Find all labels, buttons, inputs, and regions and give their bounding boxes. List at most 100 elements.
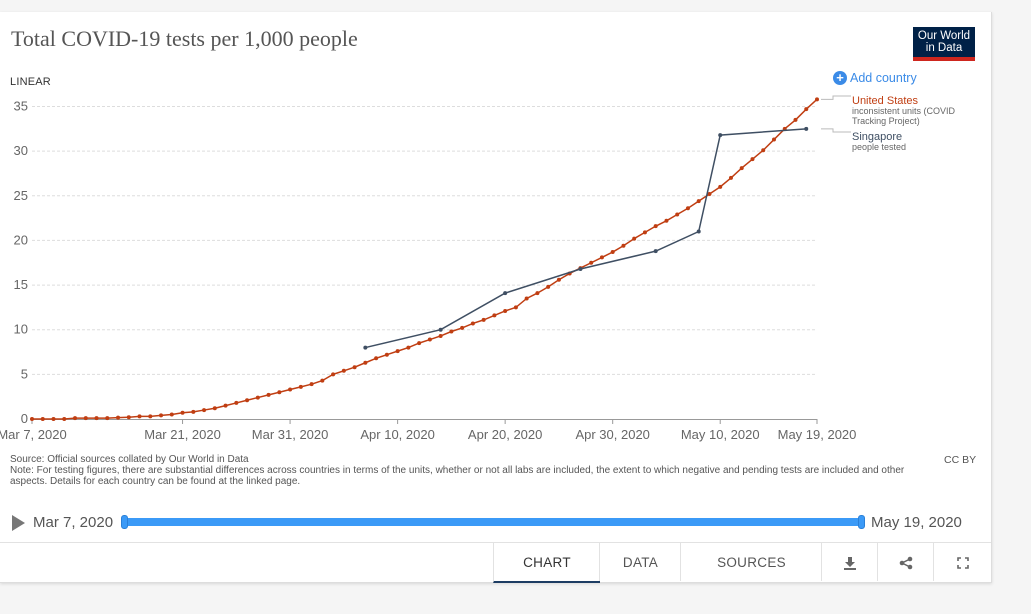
tab-data[interactable]: DATA [599, 543, 681, 581]
data-point [610, 250, 615, 255]
data-point [653, 249, 658, 254]
source-note: Source: Official sources collated by Our… [10, 454, 910, 487]
data-point [771, 137, 776, 142]
data-point [202, 408, 207, 413]
data-point [223, 403, 228, 408]
data-point [653, 224, 658, 229]
controls-bar: CHART DATA SOURCES [0, 542, 991, 583]
timeline-start-handle[interactable] [121, 515, 128, 529]
timeline-slider[interactable] [121, 515, 865, 529]
data-point [83, 416, 88, 421]
timeline-end-handle[interactable] [858, 515, 865, 529]
fullscreen-icon [956, 556, 969, 569]
data-point [255, 395, 260, 400]
data-point [492, 313, 497, 318]
y-tick-label: 35 [14, 99, 28, 114]
tab-chart[interactable]: CHART [493, 543, 600, 583]
data-point [374, 356, 379, 361]
add-country-label: Add country [850, 71, 917, 85]
data-point [331, 372, 336, 377]
data-point [481, 317, 486, 322]
data-point [277, 390, 282, 395]
data-point [460, 325, 465, 330]
data-point [696, 229, 701, 234]
y-tick-label: 20 [14, 232, 28, 247]
chart-area: 0 5 10 15 20 25 30 35 Mar 7, 2020 Mar 21, 2020 Mar… [0, 95, 956, 442]
logo-line-2: in Data [925, 42, 963, 54]
data-point [137, 414, 142, 419]
data-point [804, 107, 809, 112]
legend-note: Tracking Project) [852, 116, 920, 126]
data-point [804, 126, 809, 131]
y-tick-label: 5 [21, 366, 28, 381]
timeline-control: Mar 7, 2020 May 19, 2020 [0, 512, 991, 534]
x-tick-label: Mar 21, 2020 [144, 427, 221, 442]
data-point [642, 230, 647, 235]
data-point [363, 360, 368, 365]
data-point [352, 365, 357, 370]
legend-connector [821, 95, 851, 100]
x-tick-label: Mar 31, 2020 [252, 427, 329, 442]
data-point [105, 416, 110, 421]
owid-logo[interactable]: Our World in Data [913, 27, 975, 61]
data-point [718, 184, 723, 189]
y-tick-label: 25 [14, 188, 28, 203]
plus-circle-icon: + [833, 71, 847, 85]
add-country-button[interactable]: + Add country [833, 71, 917, 85]
x-tick-label: Apr 30, 2020 [575, 427, 649, 442]
x-tick-label: Mar 7, 2020 [0, 427, 67, 442]
data-point [116, 415, 121, 420]
data-point [513, 305, 518, 310]
data-point [169, 412, 174, 417]
note-text: Note: For testing figures, there are sub… [10, 465, 905, 487]
data-point [599, 255, 604, 260]
data-point [417, 341, 422, 346]
data-point [245, 398, 250, 403]
data-point [30, 417, 34, 421]
scale-toggle[interactable]: LINEAR [10, 76, 51, 88]
fullscreen-button[interactable] [933, 543, 991, 581]
data-point [212, 406, 217, 411]
data-point [191, 409, 196, 414]
x-tick-label: May 19, 2020 [778, 427, 857, 442]
data-point [546, 284, 551, 289]
y-tick-label: 10 [14, 322, 28, 337]
data-point [632, 236, 637, 241]
y-tick-label: 0 [21, 411, 28, 426]
data-point [664, 218, 669, 223]
data-point [159, 413, 164, 418]
data-point [685, 206, 690, 211]
data-point [535, 291, 540, 296]
data-point [578, 267, 583, 271]
play-icon[interactable] [12, 515, 25, 531]
timeline-start-date: Mar 7, 2020 [33, 514, 114, 531]
data-point [148, 414, 153, 419]
data-point [51, 417, 56, 421]
y-tick-label: 15 [14, 277, 28, 292]
data-point [234, 400, 239, 405]
license-link[interactable]: CC BY [944, 454, 977, 466]
data-point [750, 157, 755, 162]
data-point [696, 199, 701, 204]
data-point [427, 337, 432, 342]
data-point [62, 417, 67, 421]
legend-note: inconsistent units (COVID [852, 106, 956, 116]
data-point [589, 260, 594, 265]
legend-label: Singapore [852, 131, 902, 143]
tab-sources[interactable]: SOURCES [680, 543, 822, 581]
source-text: Source: Official sources collated by Our… [10, 454, 249, 465]
data-point [707, 192, 712, 196]
series-line-singapore [365, 128, 807, 349]
data-point [503, 291, 508, 296]
data-point [384, 352, 389, 357]
data-point [556, 277, 561, 282]
data-point [266, 392, 271, 397]
data-point [406, 345, 411, 350]
data-point [73, 416, 78, 421]
data-point [675, 212, 680, 217]
download-button[interactable] [821, 543, 878, 581]
data-point [341, 368, 346, 373]
download-icon [844, 556, 856, 570]
share-button[interactable] [877, 543, 934, 581]
share-icon [899, 556, 913, 570]
